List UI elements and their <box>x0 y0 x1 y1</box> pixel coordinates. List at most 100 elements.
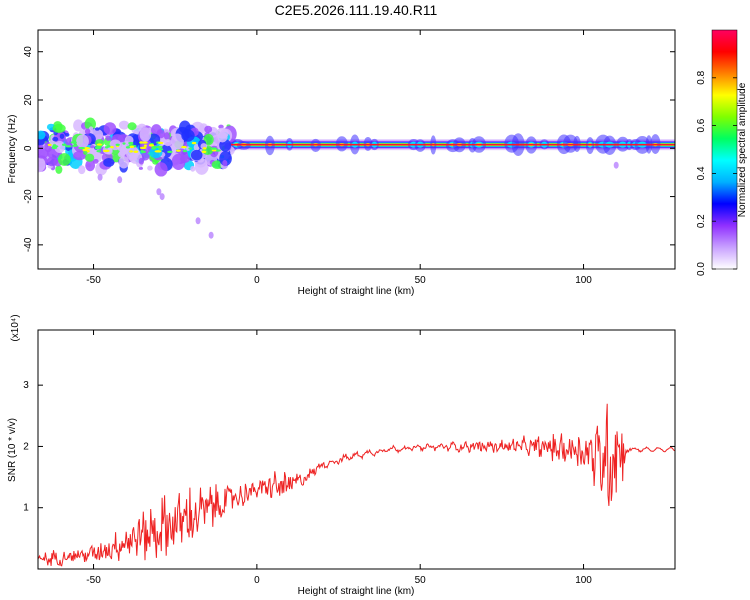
colorbar-tick-label: 0.4 <box>696 166 707 180</box>
ridge-core <box>217 143 675 146</box>
heat-cell <box>219 151 232 166</box>
heat-cell <box>190 165 196 172</box>
heat-cell <box>96 149 102 153</box>
colorbar-gradient <box>711 29 738 270</box>
heat-cell <box>156 145 163 149</box>
heat-cell <box>85 159 96 172</box>
heat-cell <box>46 156 58 167</box>
heat-cell <box>94 127 100 131</box>
colorbar-tick-label: 0.2 <box>696 214 707 228</box>
heat-cell <box>129 150 134 153</box>
heat-cell <box>83 150 88 155</box>
heat-cell <box>95 146 99 149</box>
heat-cell <box>115 143 120 146</box>
snr-y-tick-label: 1 <box>23 503 29 514</box>
heat-cell <box>128 141 134 145</box>
heat-cell <box>127 122 137 131</box>
heat-cell <box>201 150 207 154</box>
y-tick-label: 0 <box>23 145 34 151</box>
heat-cell <box>78 146 86 150</box>
heat-outlier <box>97 173 103 181</box>
snr-x-tick-label: -50 <box>86 575 101 586</box>
heat-cell <box>105 135 112 141</box>
heat-cell <box>163 139 172 147</box>
x-tick-label: 0 <box>254 275 260 286</box>
heat-cell <box>216 127 229 139</box>
heat-cell <box>147 165 153 171</box>
heat-cell <box>118 120 130 130</box>
heat-cell <box>194 158 209 175</box>
heat-cell <box>138 157 145 165</box>
heat-cell <box>38 130 46 140</box>
heat-cell <box>57 153 71 166</box>
heat-cell <box>52 144 57 147</box>
heat-cell <box>163 132 170 140</box>
heat-outlier <box>208 231 214 239</box>
heat-cell <box>103 157 115 167</box>
heat-cell <box>138 166 143 170</box>
snr-y-tick-label: 3 <box>23 380 29 391</box>
heat-cell <box>96 143 103 146</box>
y-tick-label: -20 <box>23 189 34 204</box>
heat-cell <box>38 148 49 159</box>
heat-cell <box>188 147 192 150</box>
chart-title: C2E5.2026.111.19.40.R11 <box>275 2 438 18</box>
colorbar-tick-label: 0.0 <box>696 262 707 276</box>
heat-cell <box>151 124 162 136</box>
heat-cell <box>104 146 109 149</box>
snr-panel: -50 0 50 100 1 2 3 (x10⁴) Height of straight l… <box>7 314 676 597</box>
heat-cell <box>118 156 130 169</box>
heat-cell <box>122 142 126 145</box>
heat-cell <box>151 147 157 150</box>
colorbar-tick-label: 0.6 <box>696 118 707 132</box>
heat-cell <box>139 146 147 150</box>
heat-cell <box>175 149 181 152</box>
y-tick-label: 20 <box>23 94 34 106</box>
heat-cell <box>179 155 190 163</box>
heat-cell <box>70 141 77 144</box>
x-tick-label: 100 <box>575 275 592 286</box>
heat-outlier <box>117 176 123 184</box>
snr-y-tick-label: 2 <box>23 441 29 452</box>
heat-cell <box>65 145 72 148</box>
heat-cell <box>222 159 228 167</box>
heat-cell <box>202 147 207 150</box>
heat-cell <box>102 149 110 153</box>
heat-cell <box>139 127 152 142</box>
heat-cell <box>141 141 148 144</box>
heat-cell <box>73 151 87 161</box>
snr-line <box>38 403 675 567</box>
heat-cell <box>55 165 63 174</box>
spectrogram-frame <box>37 29 676 270</box>
heat-cell <box>191 141 197 145</box>
heat-cell <box>170 133 184 150</box>
heat-cell <box>190 149 203 161</box>
colorbar-label: Normalized spectral amplitude <box>737 82 748 217</box>
heat-cell <box>59 133 65 139</box>
heat-cell <box>103 122 117 135</box>
heat-cell <box>76 134 89 149</box>
heat-cell <box>85 153 95 162</box>
heat-cell <box>148 144 155 147</box>
heat-cell <box>167 150 173 154</box>
heat-cell <box>54 140 66 154</box>
heat-cell <box>38 156 46 173</box>
heat-cell <box>210 147 218 150</box>
heat-cell <box>158 148 164 151</box>
heat-cell <box>72 144 78 147</box>
heat-cell <box>73 119 84 132</box>
heat-outlier <box>613 161 619 169</box>
spectrogram-x-label: Height of straight line (km) <box>298 286 415 297</box>
heat-cell <box>83 147 91 150</box>
heat-cell <box>78 165 86 175</box>
heat-outlier <box>156 188 162 196</box>
snr-x-tick-label: 0 <box>254 575 260 586</box>
heat-outlier <box>195 217 201 225</box>
heat-cell <box>84 117 96 131</box>
snr-x-tick-label: 50 <box>415 575 427 586</box>
heat-outlier <box>159 193 165 201</box>
heat-cell <box>143 144 147 147</box>
spectrogram-y-label: Frequency (Hz) <box>7 115 18 184</box>
heat-cell <box>52 123 66 133</box>
